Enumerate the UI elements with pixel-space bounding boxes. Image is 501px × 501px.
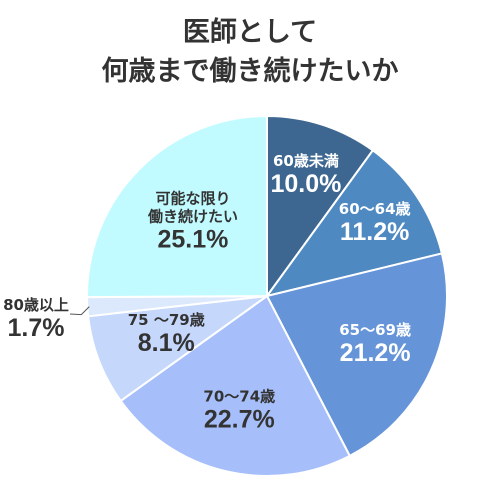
slice-value-7: 25.1% — [158, 225, 229, 253]
pie-slice-1 — [266, 114, 375, 300]
leader-line-6 — [69, 306, 90, 316]
slice-label-6: 80歳以上 — [3, 296, 69, 314]
slice-value-4: 22.7% — [204, 406, 275, 434]
slice-value-3: 21.2% — [340, 339, 411, 367]
slice-label-7-line-2: 働き続けたい — [147, 207, 238, 225]
leader-lines — [69, 306, 90, 316]
pie-slice-2 — [264, 148, 444, 298]
chart-title-line-2: 何歳まで働き続けたいか — [102, 56, 399, 87]
slice-label-4: 70～74歳 — [203, 388, 275, 406]
slice-value-6: 1.7% — [8, 314, 65, 342]
pie-slices — [85, 114, 448, 477]
slice-label-2: 60～64歳 — [339, 200, 411, 218]
pie-slice-3 — [265, 252, 448, 458]
slice-label-7-line-1: 可能な限り — [155, 189, 230, 207]
pie-slice-5 — [87, 294, 271, 403]
slice-label-5: 75 ～79歳 — [128, 311, 205, 329]
pie-slice-4 — [119, 294, 352, 477]
slice-value-5: 8.1% — [138, 329, 195, 357]
chart-title-line-1: 医師として — [183, 17, 317, 48]
slice-value-2: 11.2% — [340, 218, 410, 246]
pie-slice-7 — [86, 114, 268, 299]
slice-value-1: 10.0% — [270, 170, 341, 198]
slice-label-3: 65～69歳 — [339, 321, 411, 339]
slice-label-1: 60歳未満 — [273, 152, 339, 170]
